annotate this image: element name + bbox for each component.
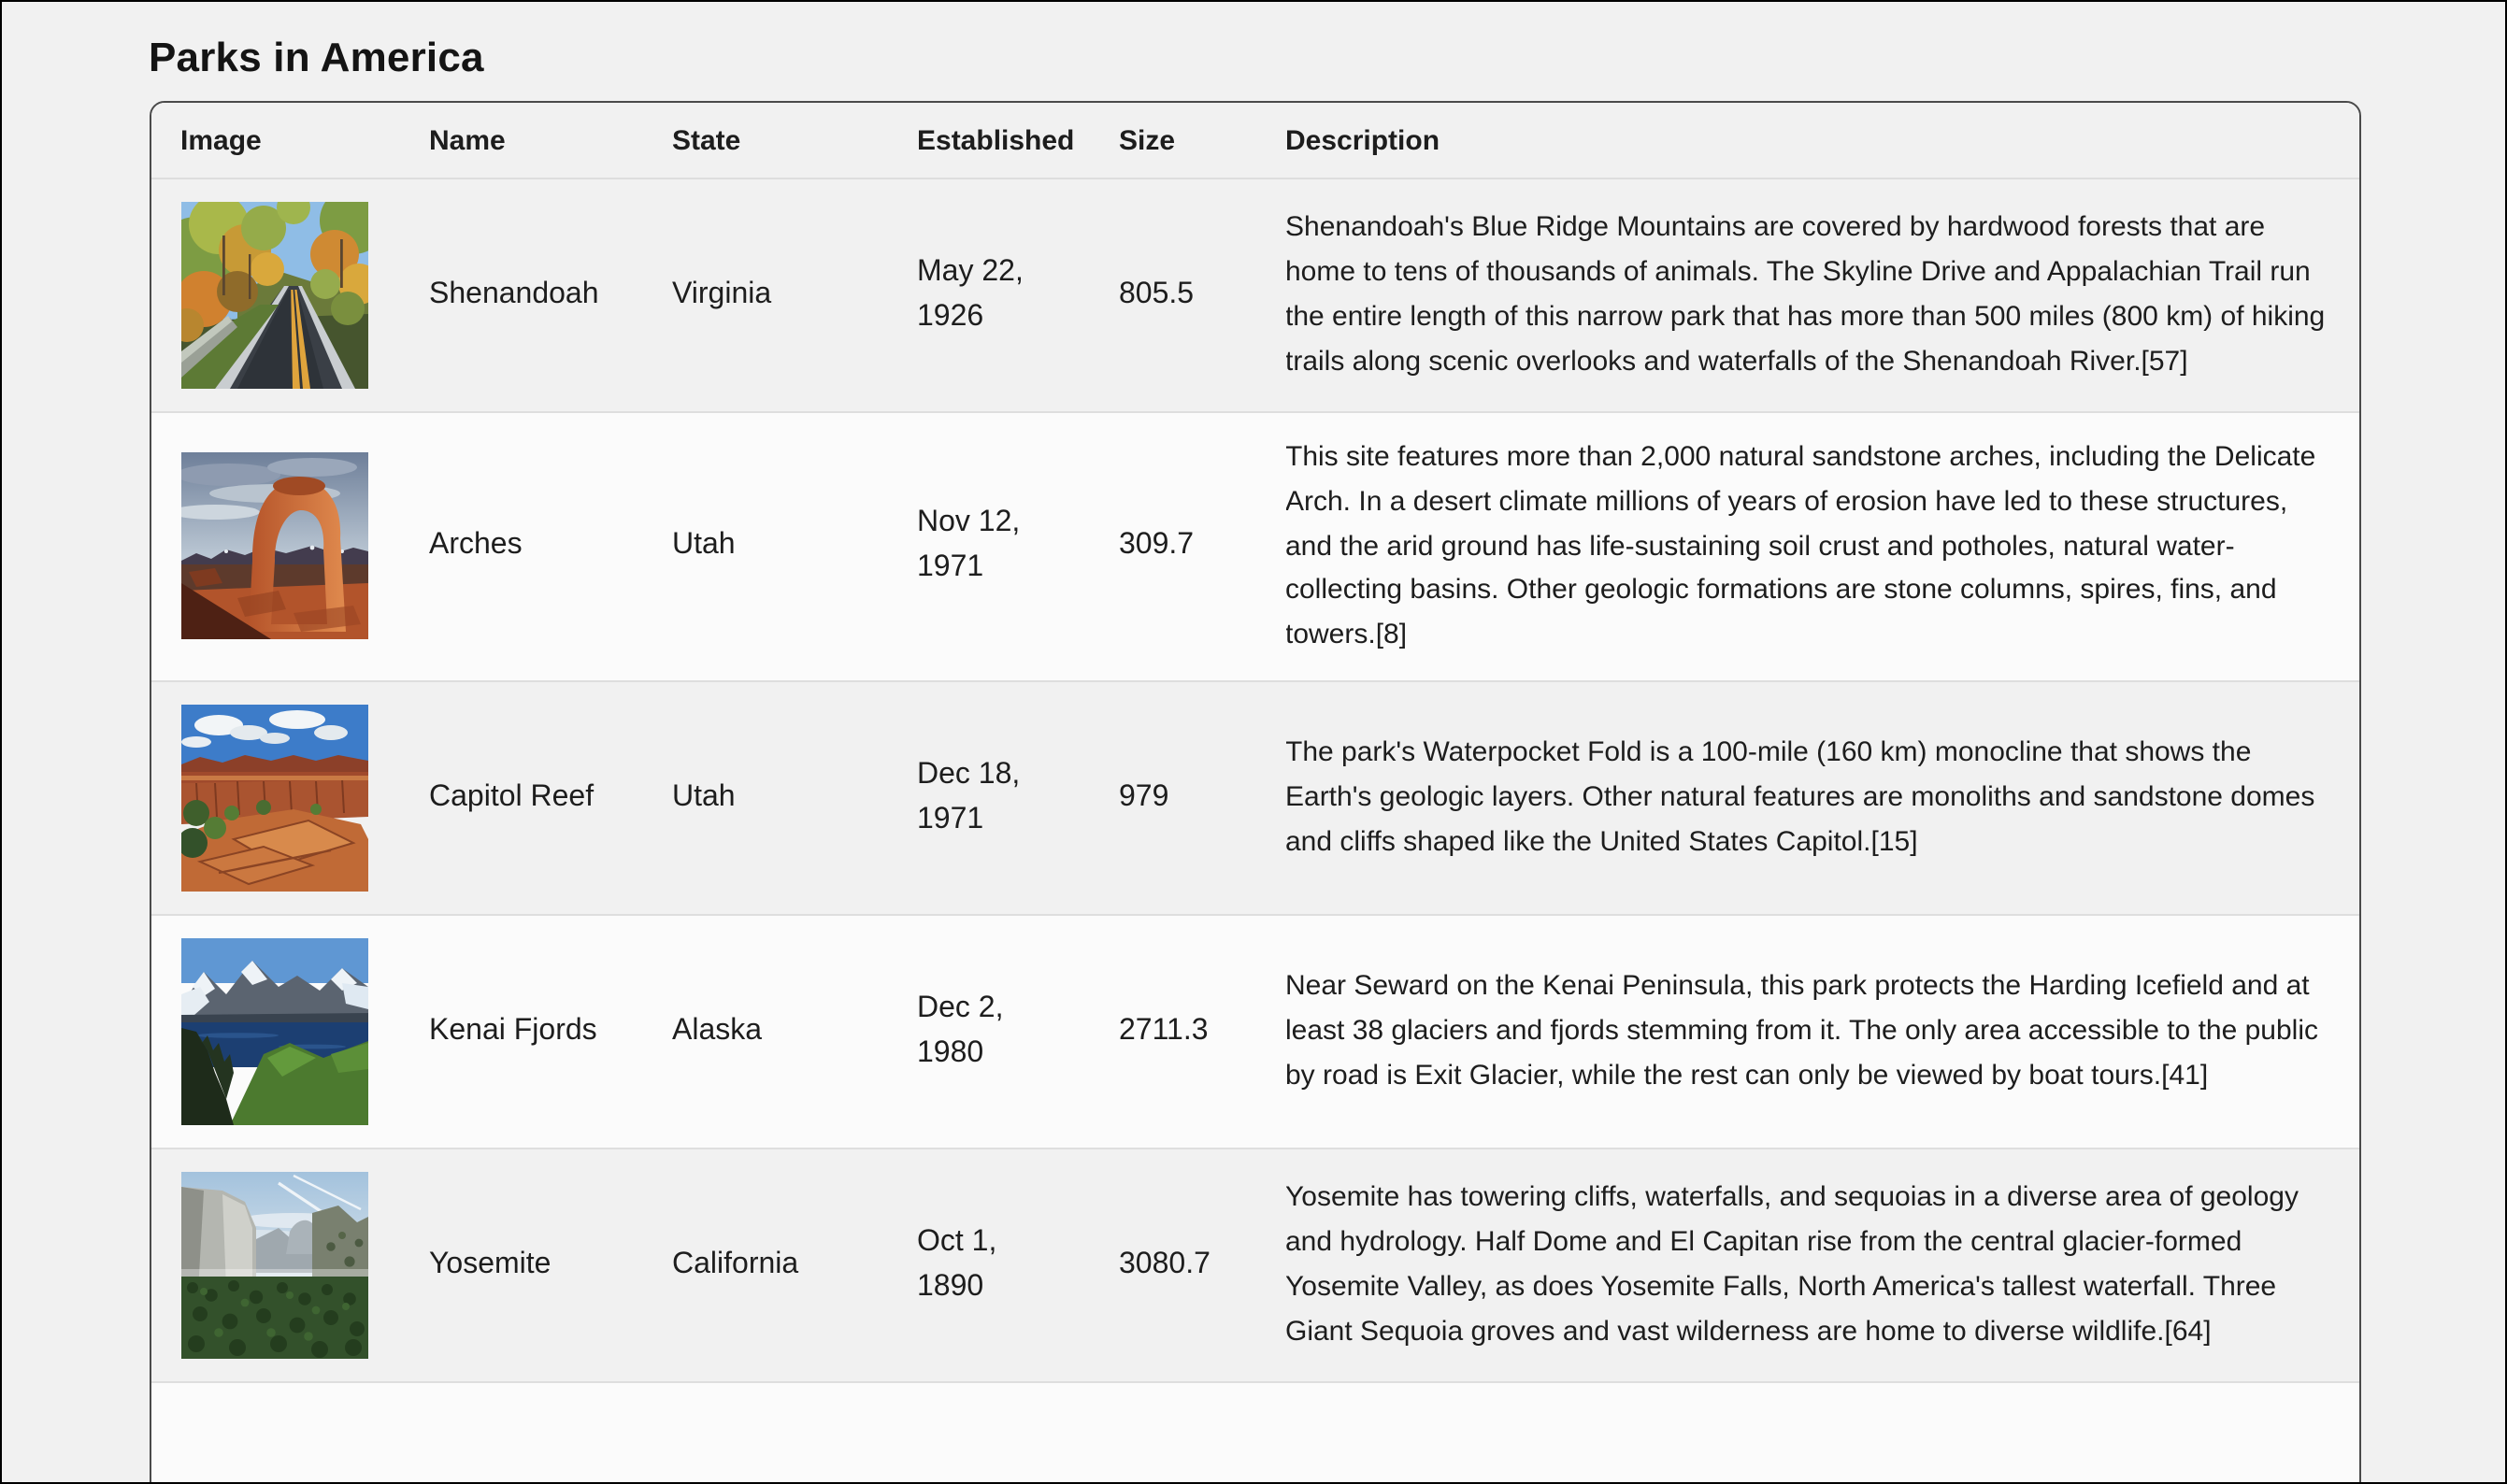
shenandoah-photo — [180, 202, 367, 389]
size-cell: 3080.7 — [1119, 1148, 1285, 1383]
image-cell — [150, 412, 429, 682]
table-row-capitol-reef: Capitol Reef Utah Dec 18, 1971 979 The p… — [150, 680, 2358, 916]
arches-photo — [180, 452, 367, 640]
description-cell: This site features more than 2,000 natur… — [1285, 412, 2358, 682]
state-cell: Virginia — [672, 178, 917, 413]
established-cell: Dec 2, 1980 — [917, 914, 1119, 1149]
established-cell: May 22, 1926 — [917, 178, 1119, 413]
description-cell: The park's Waterpocket Fold is a 100-mil… — [1285, 680, 2358, 916]
state-cell: Utah — [672, 412, 917, 682]
image-cell — [150, 178, 429, 413]
description-cell: Near Seward on the Kenai Peninsula, this… — [1285, 914, 2358, 1149]
parks-table: Image Name State Established Size Descri… — [150, 103, 2358, 1383]
state-cell: Alaska — [672, 914, 917, 1149]
header-row: Image Name State Established Size Descri… — [150, 103, 2358, 179]
state-cell: Utah — [672, 680, 917, 916]
size-cell: 979 — [1119, 680, 1285, 916]
established-cell: Oct 1, 1890 — [917, 1148, 1119, 1383]
established-cell: Dec 18, 1971 — [917, 680, 1119, 916]
kenai-fjords-photo — [180, 937, 367, 1125]
name-cell: Arches — [429, 412, 672, 682]
image-cell — [150, 914, 429, 1149]
table-row-shenandoah: Shenandoah Virginia May 22, 1926 805.5 S… — [150, 178, 2358, 413]
column-header-size: Size — [1119, 103, 1285, 179]
name-cell: Kenai Fjords — [429, 914, 672, 1149]
state-cell: California — [672, 1148, 917, 1383]
column-header-established: Established — [917, 103, 1119, 179]
column-header-image: Image — [150, 103, 429, 179]
name-cell: Yosemite — [429, 1148, 672, 1383]
established-cell: Nov 12, 1971 — [917, 412, 1119, 682]
table-header: Image Name State Established Size Descri… — [150, 103, 2358, 179]
yosemite-photo — [180, 1171, 367, 1359]
description-cell: Shenandoah's Blue Ridge Mountains are co… — [1285, 178, 2358, 413]
image-cell — [150, 1148, 429, 1383]
column-header-description: Description — [1285, 103, 2358, 179]
table-row-kenai-fjords: Kenai Fjords Alaska Dec 2, 1980 2711.3 N… — [150, 914, 2358, 1149]
image-cell — [150, 680, 429, 916]
column-header-name: Name — [429, 103, 672, 179]
page-title: Parks in America — [149, 34, 484, 80]
table-row-arches: Arches Utah Nov 12, 1971 309.7 This site… — [150, 412, 2358, 682]
size-cell: 2711.3 — [1119, 914, 1285, 1149]
size-cell: 805.5 — [1119, 178, 1285, 413]
capitol-reef-photo — [180, 704, 367, 892]
name-cell: Shenandoah — [429, 178, 672, 413]
column-header-state: State — [672, 103, 917, 179]
parks-table-card: Image Name State Established Size Descri… — [149, 101, 2360, 1484]
name-cell: Capitol Reef — [429, 680, 672, 916]
table-row-yosemite: Yosemite California Oct 1, 1890 3080.7 Y… — [150, 1148, 2358, 1383]
description-cell: Yosemite has towering cliffs, waterfalls… — [1285, 1148, 2358, 1383]
size-cell: 309.7 — [1119, 412, 1285, 682]
